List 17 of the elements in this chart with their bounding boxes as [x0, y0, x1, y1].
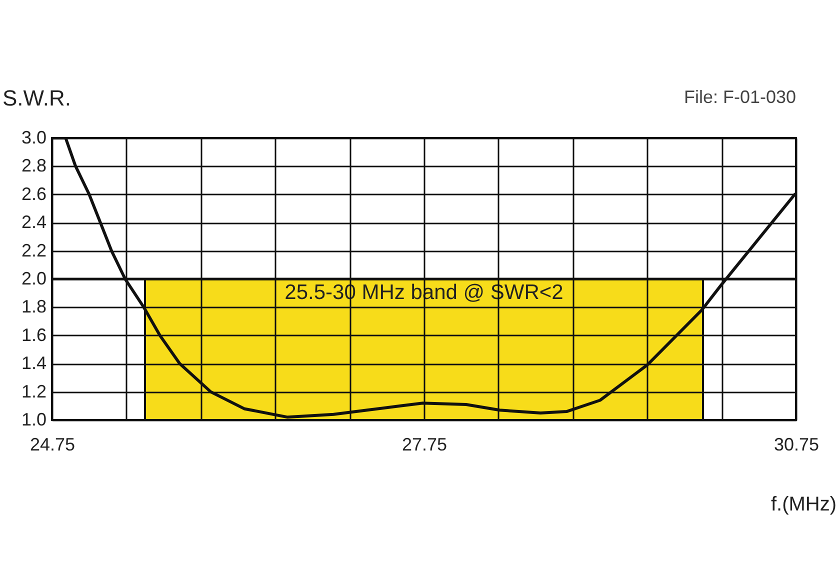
y-tick-label: 3.0 — [21, 128, 46, 148]
y-tick-label: 1.4 — [21, 353, 46, 374]
x-tick-label: 24.75 — [30, 434, 76, 454]
y-tick-label: 1.2 — [21, 381, 46, 402]
y-axis-title: S.W.R. — [2, 86, 71, 110]
y-tick-label: 2.0 — [21, 268, 46, 288]
y-tick-label: 1.0 — [21, 410, 46, 430]
y-tick-label: 2.4 — [21, 212, 46, 232]
y-tick-label: 2.8 — [21, 156, 46, 176]
x-tick-label: 27.75 — [402, 434, 448, 454]
y-tick-label: 2.2 — [21, 240, 46, 260]
x-tick-label: 30.75 — [774, 434, 820, 454]
y-tick-label: 1.8 — [21, 296, 46, 317]
x-axis-title: f.(MHz) — [770, 494, 836, 516]
text: File: F-01-030 — [684, 87, 796, 107]
y-tick-label: 1.6 — [21, 324, 46, 345]
y-tick-label: 2.6 — [21, 184, 46, 204]
